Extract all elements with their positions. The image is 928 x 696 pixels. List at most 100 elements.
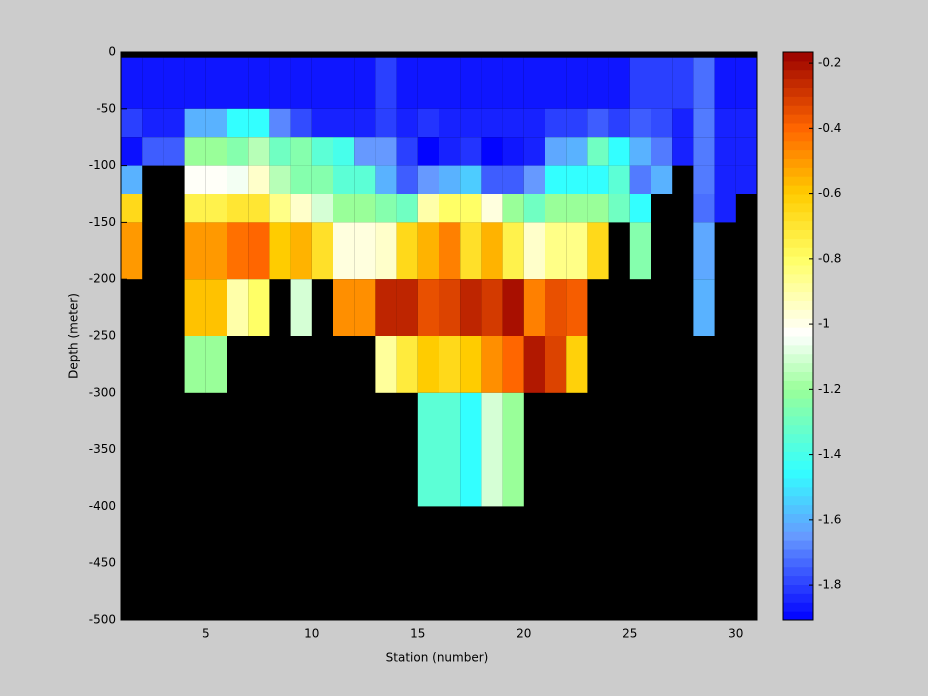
cell [269, 222, 291, 280]
cell [333, 108, 355, 138]
cell [227, 194, 249, 223]
cell [396, 194, 418, 223]
cell [227, 222, 249, 280]
cell [523, 194, 545, 223]
cell [608, 108, 630, 138]
cell [163, 137, 185, 166]
cell [523, 137, 545, 166]
colorbar-band [783, 327, 813, 337]
cell [333, 165, 355, 194]
colorbar-band [783, 202, 813, 213]
cell [269, 108, 291, 138]
cell [460, 165, 482, 194]
cell [311, 137, 333, 166]
colorbar-band [783, 557, 813, 568]
cell [714, 108, 736, 138]
cell [523, 165, 545, 194]
colorbar-band [783, 158, 813, 168]
cell [205, 108, 227, 138]
cell [735, 108, 757, 138]
cell [121, 222, 143, 280]
colorbar-band [783, 238, 813, 248]
cell [417, 392, 439, 507]
y-tick-label: -250 [89, 329, 116, 343]
cell [545, 108, 567, 138]
colorbar-band [783, 344, 813, 355]
cell [566, 108, 588, 138]
x-tick-label: 15 [410, 627, 425, 641]
colorbar-band [783, 247, 813, 257]
cell [439, 194, 461, 223]
colorbar-band [783, 282, 813, 293]
cell [163, 57, 185, 109]
cell [290, 279, 312, 336]
cell [566, 279, 588, 336]
colorbar-band [783, 211, 813, 222]
cell [502, 108, 524, 138]
cell [735, 57, 757, 109]
y-tick-label: -300 [89, 385, 116, 399]
cell [735, 137, 757, 166]
colorbar-band [783, 424, 813, 435]
cell [142, 57, 164, 109]
cell [587, 194, 609, 223]
cell [693, 222, 715, 280]
cell [248, 279, 270, 336]
cell [481, 392, 503, 507]
cell [333, 279, 355, 336]
colorbar-band [783, 478, 813, 488]
cell [523, 222, 545, 280]
cell [333, 194, 355, 223]
x-axis-label: Station (number) [386, 651, 489, 665]
cell [460, 194, 482, 223]
cell [205, 194, 227, 223]
colorbar-tick-label: -0.6 [818, 186, 841, 200]
cell [481, 336, 503, 393]
colorbar-band [783, 220, 813, 230]
colorbar-band [783, 105, 813, 115]
cell [545, 336, 567, 393]
cell [375, 108, 397, 138]
cell [290, 222, 312, 280]
cell [460, 108, 482, 138]
y-tick-label: -150 [89, 215, 116, 229]
cell [460, 279, 482, 336]
cell [502, 165, 524, 194]
cell [121, 108, 143, 138]
cell [248, 108, 270, 138]
colorbar-band [783, 362, 813, 372]
cell [545, 222, 567, 280]
cell [566, 336, 588, 393]
cell [184, 57, 206, 109]
cell [121, 194, 143, 223]
y-tick-label: -400 [89, 499, 116, 513]
cell [290, 108, 312, 138]
colorbar-band [783, 531, 813, 541]
colorbar-band [783, 407, 813, 417]
cell [439, 336, 461, 393]
cell [333, 222, 355, 280]
cell [417, 194, 439, 223]
cell [354, 279, 376, 336]
cell [693, 194, 715, 223]
colorbar-band [783, 185, 813, 195]
cell [481, 108, 503, 138]
colorbar-band [783, 309, 813, 319]
cell [311, 165, 333, 194]
cell [142, 108, 164, 138]
cell [545, 165, 567, 194]
cell [629, 137, 651, 166]
y-tick-label: -500 [89, 613, 116, 627]
cell [248, 222, 270, 280]
cell [693, 137, 715, 166]
x-tick-label: 5 [202, 627, 210, 641]
cell [269, 165, 291, 194]
colorbar-tick-label: -0.8 [818, 251, 841, 265]
cell [651, 137, 673, 166]
cell [396, 336, 418, 393]
colorbar-band [783, 495, 813, 506]
colorbar-band [783, 167, 813, 177]
cell [502, 222, 524, 280]
cell [439, 279, 461, 336]
